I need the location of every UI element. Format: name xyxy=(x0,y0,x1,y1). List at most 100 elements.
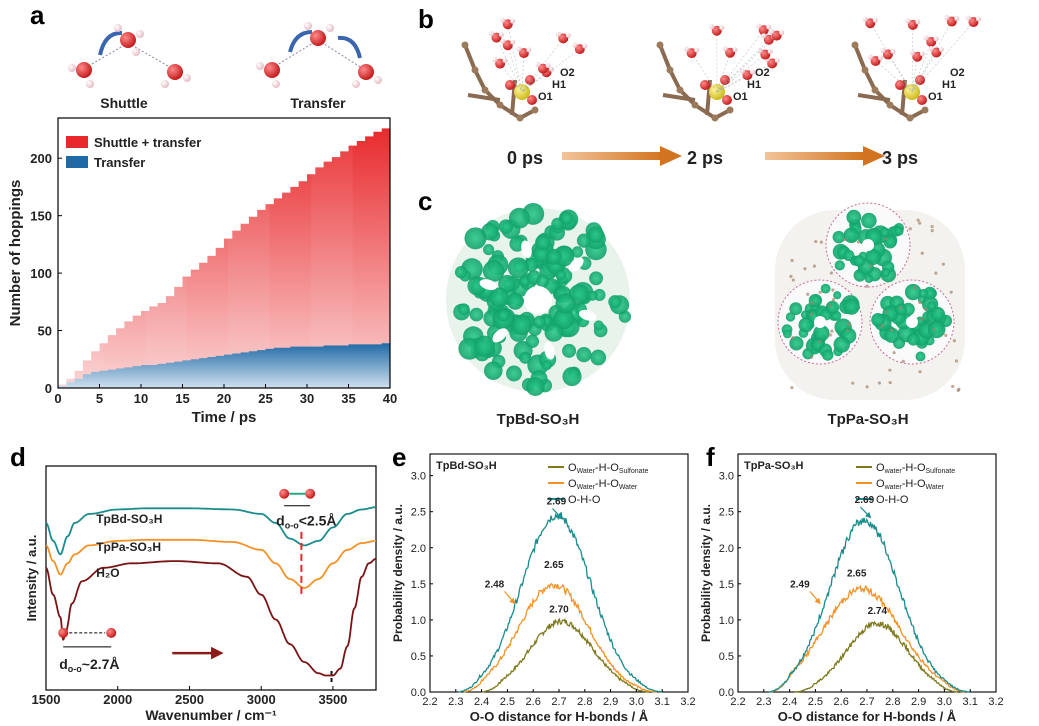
time-arrow-2 xyxy=(765,146,885,166)
distribution-line xyxy=(771,584,966,693)
panel-label-d: d xyxy=(10,442,26,472)
y-tick-label-a: 50 xyxy=(38,324,52,339)
y-tick-label: 0.0 xyxy=(411,687,426,699)
tpbd-molecule-blob xyxy=(525,377,545,397)
y-tick-label: 2.0 xyxy=(411,543,426,555)
framework-atom xyxy=(809,312,813,316)
tppa-molecule-blob xyxy=(883,235,897,249)
legend-label-shuttle-transfer: Shuttle + transfer xyxy=(94,135,201,150)
tppa-molecule-blob xyxy=(833,291,842,300)
tpbd-molecule-blob xyxy=(484,361,503,380)
x-tick-label: 2.5 xyxy=(808,696,823,708)
chart-title: TpPa-SO₃H xyxy=(744,460,804,472)
tpbd-molecule-blob xyxy=(559,211,574,225)
water-oxygen xyxy=(711,25,722,36)
axes-frame xyxy=(737,453,997,693)
y-tick-label-a: 100 xyxy=(30,266,52,281)
backbone-bond xyxy=(888,103,912,120)
tppa-cluster-pore xyxy=(906,316,918,328)
tppa-molecule-blob xyxy=(808,293,823,308)
water-oxygen xyxy=(725,47,736,58)
panel-label-a: a xyxy=(30,0,45,30)
tpbd-molecule-blob xyxy=(562,366,582,387)
tppa-molecule-blob xyxy=(894,226,904,236)
water-oxygen xyxy=(865,18,876,29)
backbone-bond xyxy=(693,103,717,120)
y-axis-label-a: Number of hoppings xyxy=(7,180,24,327)
legend-label: O-H-O xyxy=(876,494,909,506)
tpbd-molecule-blob xyxy=(454,266,468,279)
water-oxygen xyxy=(518,48,529,59)
tpbd-molecule-blob xyxy=(562,343,577,358)
distribution-line xyxy=(794,620,958,693)
shade-band xyxy=(145,118,187,388)
atom-label-h1: H1 xyxy=(942,79,956,91)
chart-f-tppa-distribution: 2.2 2.3 2.4 2.5 2.6 2.7 2.8 2.9 3.0 3.1 3.2 0.0 0.5 1… xyxy=(699,453,1004,724)
carbon-atom xyxy=(886,101,894,109)
annot-oxygen xyxy=(106,627,117,638)
tppa-molecule-blob xyxy=(782,329,792,339)
tpbd-molecule-blob xyxy=(498,219,514,234)
water-hydrogen xyxy=(498,32,504,38)
carbon-atom xyxy=(496,101,504,109)
sulfonate-oxygen xyxy=(525,75,535,85)
framework-atom xyxy=(869,264,873,268)
water-hydrogen xyxy=(548,66,554,72)
carbon-atom xyxy=(921,106,929,114)
x-tick-label: 3.2 xyxy=(680,696,695,708)
legend-label: OWater-H-OWater xyxy=(568,478,638,491)
water-oxygen xyxy=(767,58,778,69)
carbon-atom xyxy=(656,41,664,49)
framework-atom xyxy=(847,322,851,327)
x-tick-label: 3.0 xyxy=(937,696,952,708)
tpbd-pore xyxy=(479,279,498,291)
x-tick-label-d: 1500 xyxy=(32,692,61,707)
annot-distance-short: do-o<2.5Å xyxy=(276,513,336,531)
tpbd-molecule-blob xyxy=(457,303,470,316)
backbone-bond xyxy=(658,44,672,71)
x-tick-label: 2.6 xyxy=(526,696,541,708)
tpbd-molecule-blob xyxy=(536,274,550,288)
framework-atom xyxy=(913,286,917,290)
x-tick-label: 2.3 xyxy=(448,696,463,708)
panel-c-structures xyxy=(446,202,965,400)
water-hydrogen xyxy=(492,57,498,63)
framework-atom xyxy=(949,290,953,294)
tpbd-molecule-blob xyxy=(551,217,564,231)
framework-atom xyxy=(828,304,832,308)
y-tick-label: 1.0 xyxy=(719,615,734,627)
carbon-atom xyxy=(471,66,479,74)
hbond-line xyxy=(911,24,914,93)
tppa-molecule-blob xyxy=(871,313,885,327)
tppa-molecule-blob xyxy=(918,288,928,298)
framework-atom xyxy=(865,284,869,288)
backbone-bond xyxy=(863,69,877,91)
framework-atom xyxy=(830,329,834,333)
hbond-line xyxy=(911,56,918,93)
water-hydrogen xyxy=(555,31,561,37)
atom-label-h1: H1 xyxy=(552,79,566,91)
hbond-line xyxy=(521,68,544,93)
framework-atom xyxy=(845,328,850,333)
water-hydrogen xyxy=(769,29,775,35)
y-tick-label: 3.0 xyxy=(719,471,734,483)
tppa-molecule-blob xyxy=(821,349,834,361)
water-hydrogen xyxy=(965,15,971,21)
framework-atom xyxy=(831,298,836,302)
x-tick-label-a: 25 xyxy=(258,391,272,406)
tppa-molecule-blob xyxy=(825,300,840,315)
water-hydrogen xyxy=(880,47,886,53)
water-hydrogen xyxy=(739,68,745,74)
water-hydrogen xyxy=(919,51,925,57)
water-oxygen xyxy=(882,49,893,60)
water-hydrogen xyxy=(923,35,929,41)
sulfonate-oxygen xyxy=(720,75,730,85)
y-tick-label: 1.5 xyxy=(411,579,426,591)
water-oxygen xyxy=(968,17,979,28)
x-axis-label-d: Wavenumber / cm⁻¹ xyxy=(145,707,277,723)
y-tick-label: 2.0 xyxy=(719,543,734,555)
tpbd-molecule-blob xyxy=(506,292,524,310)
y-tick-label: 1.5 xyxy=(719,579,734,591)
water-oxygen xyxy=(760,49,771,60)
